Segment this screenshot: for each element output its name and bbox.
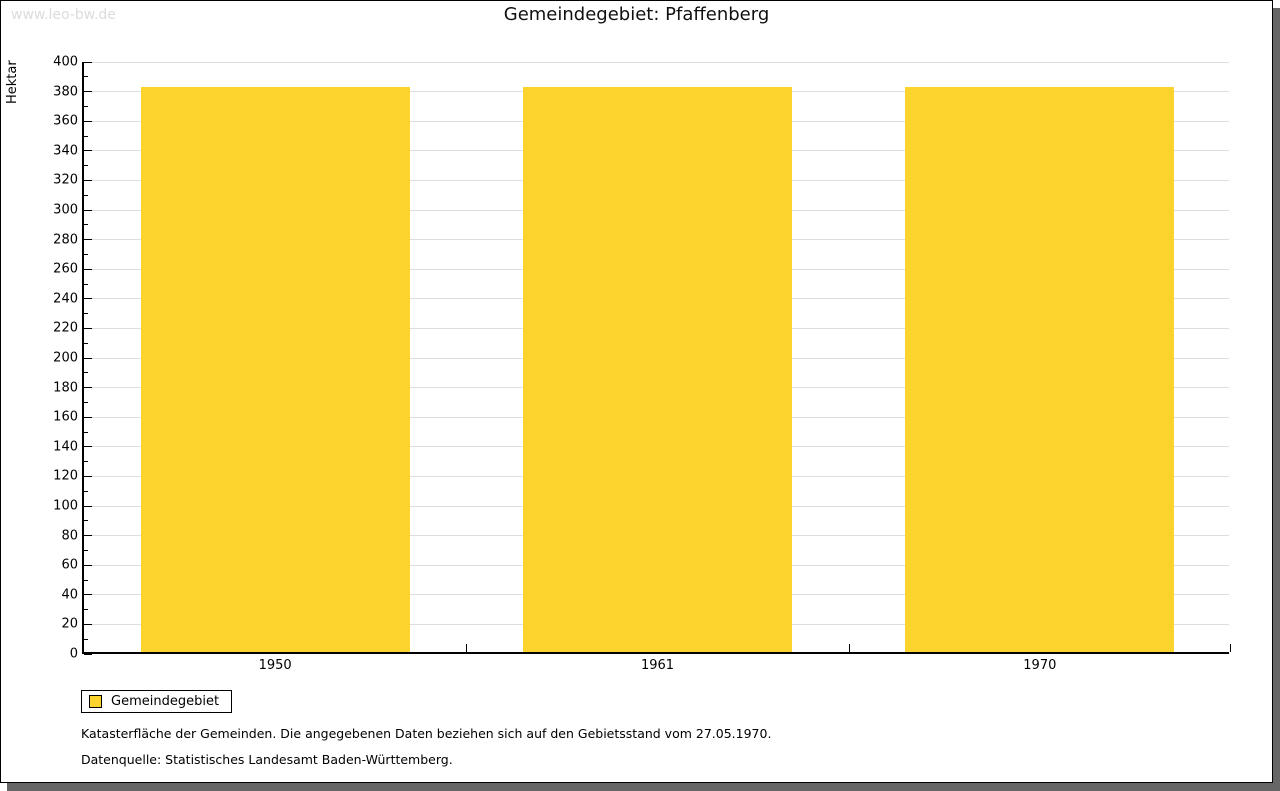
y-tick-label-20: 20: [61, 616, 78, 632]
y-major-tick-60: [84, 564, 92, 566]
y-minor-tick-70: [84, 549, 88, 551]
legend: Gemeindegebiet: [81, 690, 233, 713]
y-major-tick-240: [84, 298, 92, 300]
legend-label: Gemeindegebiet: [111, 694, 220, 709]
y-tick-label-320: 320: [53, 172, 78, 188]
y-tick-label-40: 40: [61, 587, 78, 603]
y-axis-tick-labels: 0 20 40 60 80 100 120 140 160 180 200 220 240 260 280 3…: [26, 55, 78, 662]
y-major-tick-20: [84, 623, 92, 625]
chart-title: Gemeindegebiet: Pfaffenberg: [503, 4, 770, 25]
y-minor-tick-230: [84, 313, 88, 315]
y-tick-label-360: 360: [53, 113, 78, 129]
y-minor-tick-210: [84, 342, 88, 344]
y-major-tick-120: [84, 475, 92, 477]
y-major-tick-380: [84, 91, 92, 93]
y-tick-label-0: 0: [69, 646, 78, 662]
bar-1961: [523, 86, 792, 652]
y-tick-label-380: 380: [53, 84, 78, 100]
source-note: Datenquelle: Statistisches Landesamt Bad…: [81, 752, 453, 767]
y-minor-tick-250: [84, 283, 88, 285]
y-minor-tick-170: [84, 401, 88, 403]
y-tick-label-400: 400: [53, 54, 78, 70]
x-axis-tick-labels: 1950 1961 1970: [84, 658, 1231, 676]
x-boundary-tick-2: [848, 644, 850, 652]
y-minor-tick-50: [84, 579, 88, 581]
x-boundary-tick-1: [466, 644, 468, 652]
y-tick-label-100: 100: [53, 498, 78, 514]
y-major-tick-320: [84, 179, 92, 181]
y-tick-label-200: 200: [53, 350, 78, 366]
y-major-tick-100: [84, 505, 92, 507]
y-major-tick-0: [84, 653, 92, 655]
y-minor-tick-350: [84, 135, 88, 137]
y-axis-title: Hektar: [5, 60, 20, 104]
y-major-tick-200: [84, 357, 92, 359]
y-major-tick-280: [84, 239, 92, 241]
bar-1970: [905, 86, 1175, 652]
y-major-tick-80: [84, 535, 92, 537]
y-minor-tick-270: [84, 253, 88, 255]
bar-1950: [140, 86, 410, 652]
y-tick-label-280: 280: [53, 232, 78, 248]
y-tick-label-260: 260: [53, 261, 78, 277]
y-tick-label-300: 300: [53, 202, 78, 218]
y-major-tick-220: [84, 327, 92, 329]
y-major-tick-340: [84, 150, 92, 152]
x-tick-label-1961: 1961: [640, 658, 675, 673]
y-tick-label-220: 220: [53, 320, 78, 336]
footnote: Katasterfläche der Gemeinden. Die angege…: [81, 726, 772, 741]
y-minor-tick-30: [84, 609, 88, 611]
y-minor-tick-190: [84, 372, 88, 374]
y-minor-tick-390: [84, 76, 88, 78]
legend-swatch-gemeindegebiet: [89, 695, 102, 708]
y-tick-label-240: 240: [53, 291, 78, 307]
y-tick-label-160: 160: [53, 409, 78, 425]
y-tick-label-180: 180: [53, 380, 78, 396]
y-tick-label-120: 120: [53, 468, 78, 484]
y-minor-tick-10: [84, 638, 88, 640]
y-minor-tick-330: [84, 165, 88, 167]
y-minor-tick-310: [84, 194, 88, 196]
y-major-tick-180: [84, 387, 92, 389]
y-minor-tick-90: [84, 520, 88, 522]
y-major-tick-40: [84, 594, 92, 596]
x-boundary-tick-3: [1230, 644, 1231, 652]
y-major-tick-140: [84, 446, 92, 448]
watermark: www.leo-bw.de: [11, 7, 116, 23]
y-tick-label-80: 80: [61, 528, 78, 544]
y-minor-tick-370: [84, 105, 88, 107]
x-tick-label-1950: 1950: [258, 658, 292, 673]
y-major-tick-260: [84, 268, 92, 270]
y-minor-tick-290: [84, 224, 88, 226]
y-minor-tick-150: [84, 431, 88, 433]
y-major-tick-160: [84, 416, 92, 418]
y-major-tick-400: [84, 61, 92, 63]
y-minor-tick-130: [84, 461, 88, 463]
y-major-tick-300: [84, 209, 92, 211]
plot-area: [82, 61, 1231, 655]
y-tick-label-340: 340: [53, 143, 78, 159]
y-tick-label-60: 60: [61, 557, 78, 573]
y-major-tick-360: [84, 120, 92, 122]
x-tick-label-1970: 1970: [1023, 658, 1057, 673]
y-tick-label-140: 140: [53, 439, 78, 455]
gridline-400: [84, 61, 1229, 63]
y-minor-tick-110: [84, 490, 88, 492]
